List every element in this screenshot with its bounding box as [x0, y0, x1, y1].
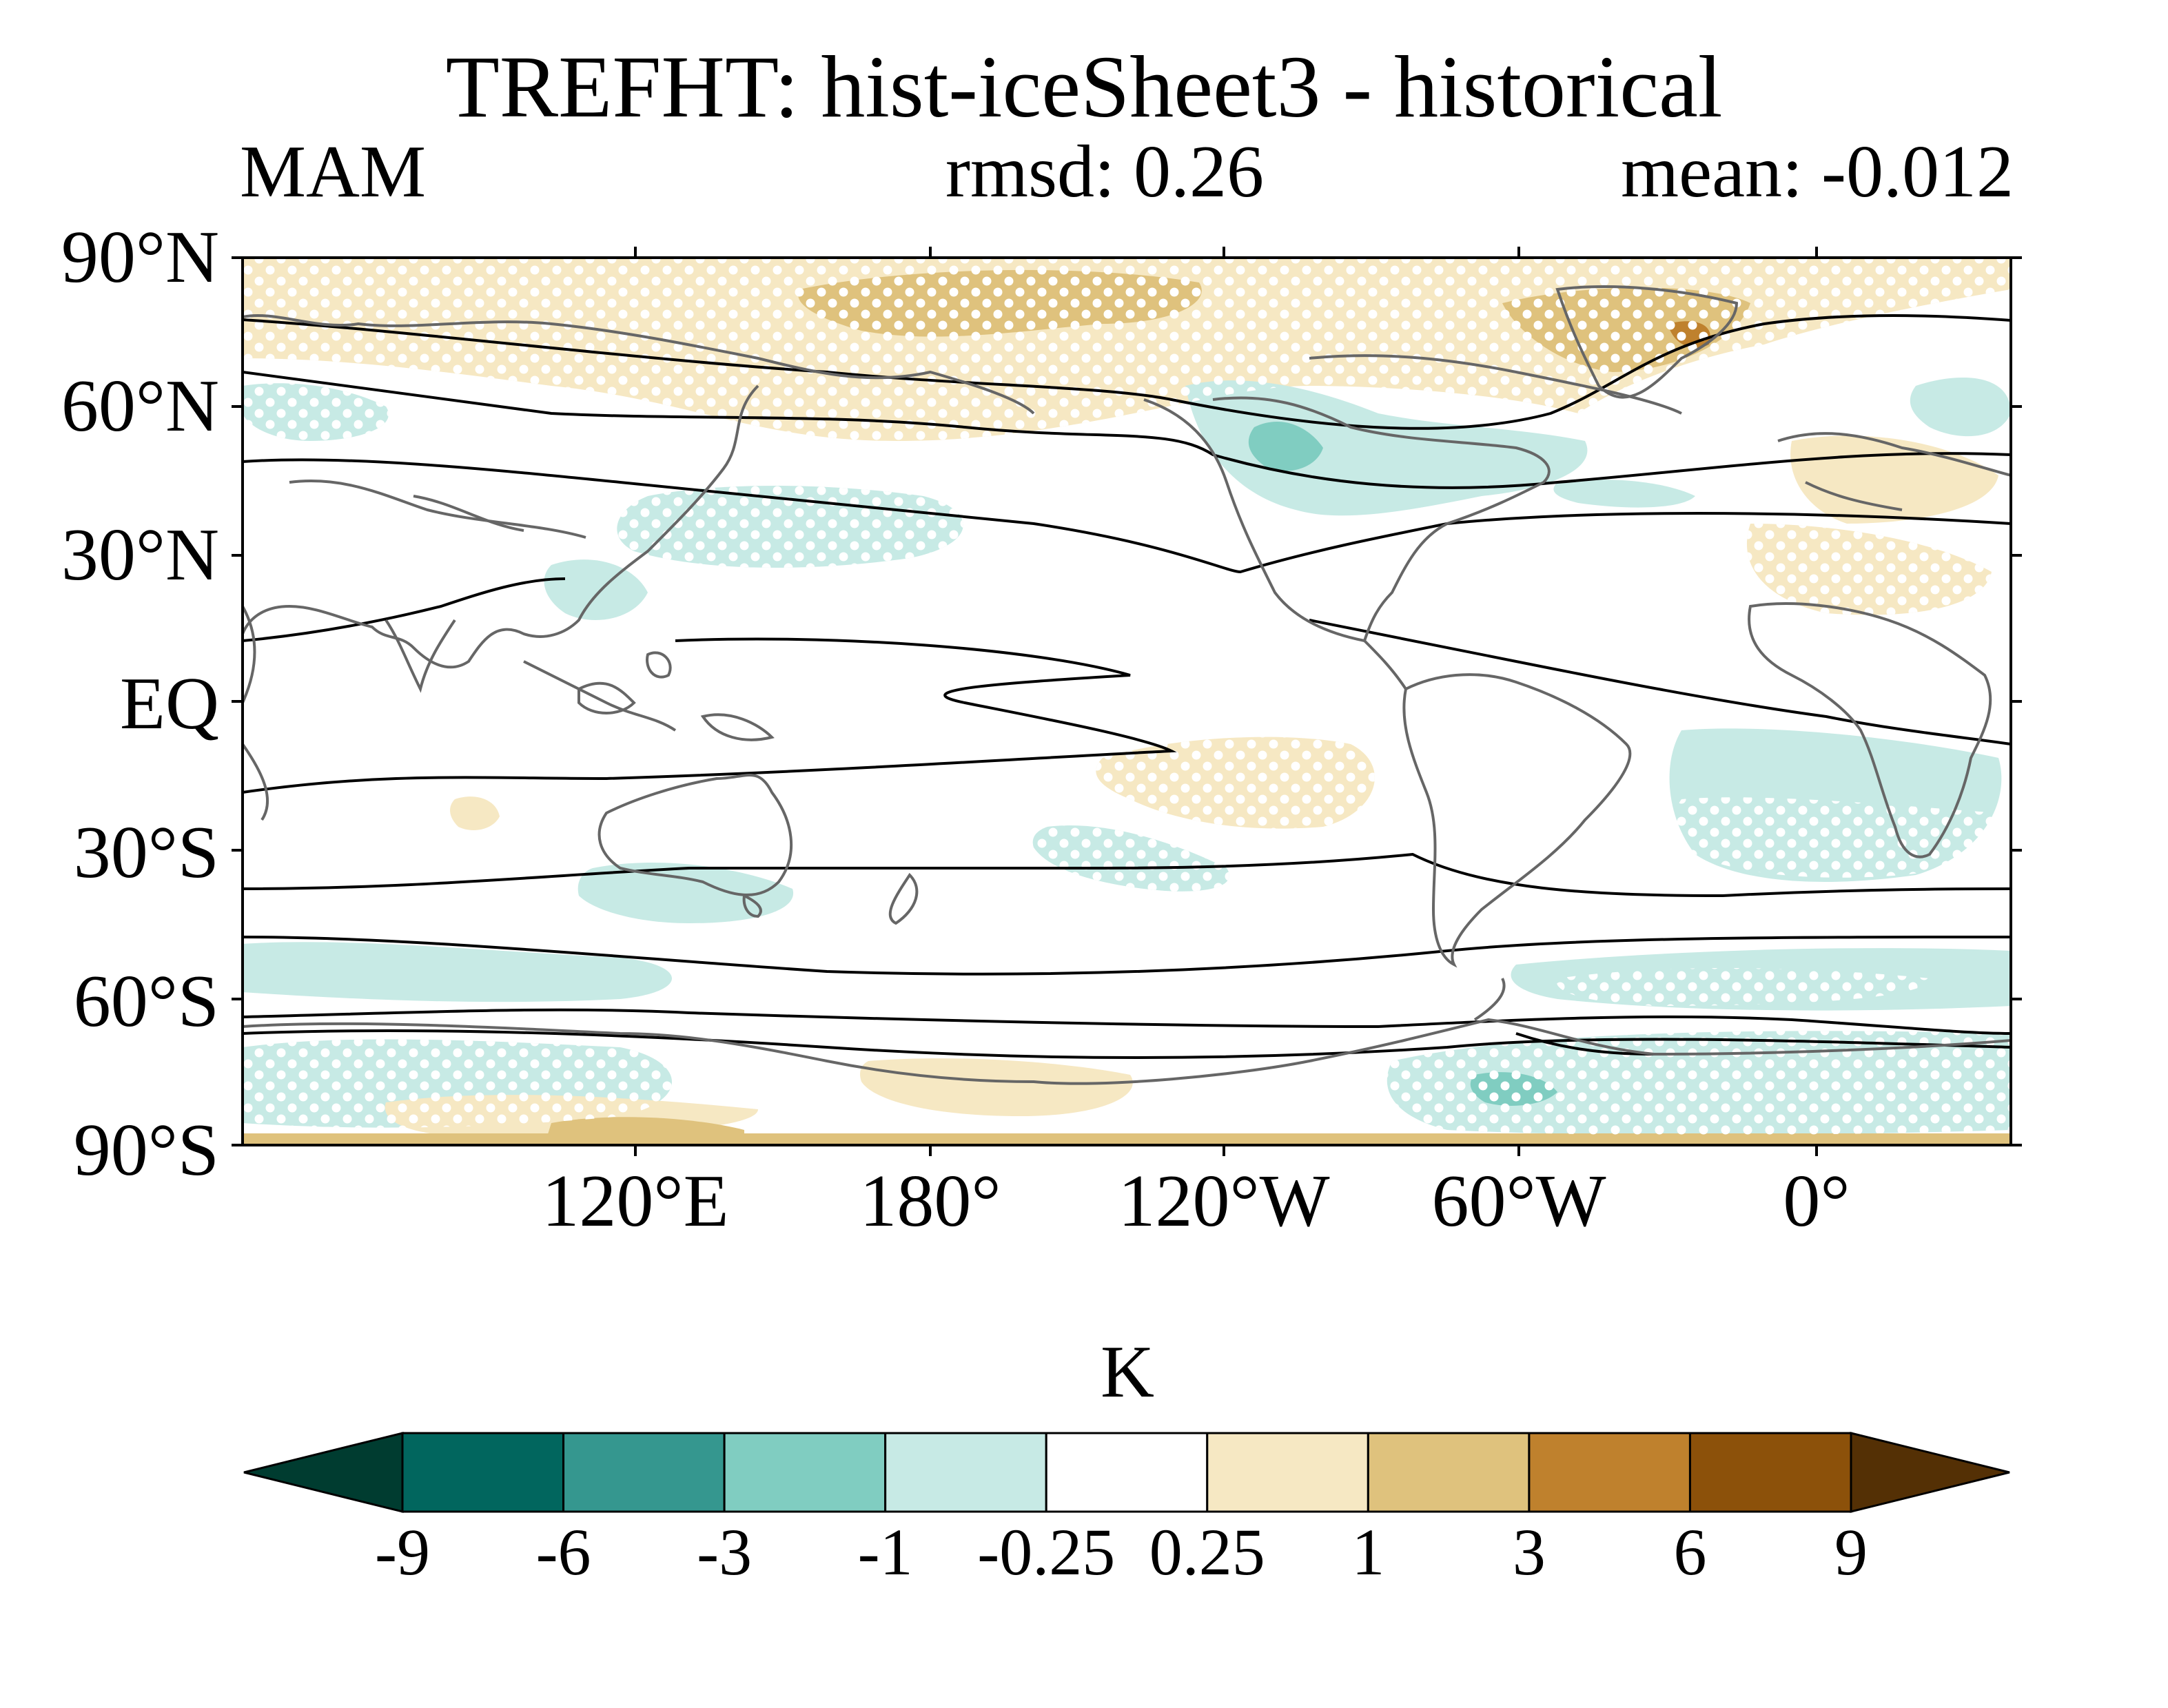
- significance-stippling: [243, 258, 2011, 1135]
- colorbar-level-label: -9: [375, 1515, 430, 1589]
- colorbar-box: [1206, 1432, 1369, 1513]
- lat-tick-90s: 90°S: [73, 1109, 219, 1191]
- colorbar-level-label: -1: [857, 1515, 913, 1589]
- lon-tick-60w: 60°W: [1431, 1160, 1606, 1242]
- colorbar-level-label: -0.25: [977, 1515, 1116, 1589]
- colorbar-extend-high: [1850, 1432, 2010, 1513]
- lat-tick-60s: 60°S: [73, 960, 219, 1042]
- lat-tick-90n: 90°N: [61, 216, 219, 298]
- lon-tick-0: 0°: [1783, 1160, 1850, 1242]
- australia-cool-region: [577, 862, 794, 923]
- nw-europe-cool-region: [1910, 378, 2011, 437]
- colorbar-level-label: 6: [1673, 1515, 1707, 1589]
- colorbar-extend-low: [243, 1432, 404, 1513]
- colorbar-level-label: 1: [1351, 1515, 1385, 1589]
- season-label: MAM: [240, 131, 427, 213]
- colorbar-box: [723, 1432, 887, 1513]
- colorbar-level-label: 9: [1834, 1515, 1868, 1589]
- southern-ocean-cool-band-west: [243, 942, 672, 1002]
- land-coastlines: [243, 285, 2011, 1085]
- antarctic-warm-edge-core: [544, 1117, 744, 1145]
- north-america-cool-core: [1248, 421, 1323, 471]
- colorbar-box: [1045, 1432, 1209, 1513]
- north-atlantic-cool-strip: [1553, 480, 1695, 508]
- colorbar-box: [884, 1432, 1047, 1513]
- colorbar-level-label: -3: [697, 1515, 753, 1589]
- colorbar-units: K: [1101, 1331, 1154, 1413]
- colorbar-box: [562, 1432, 726, 1513]
- lat-tick-30n: 30°N: [61, 514, 219, 596]
- antarctic-warm-pacific: [860, 1058, 1133, 1116]
- colorbar-level-label: 0.25: [1149, 1515, 1265, 1589]
- colorbar-level-label: 3: [1512, 1515, 1546, 1589]
- antarctic-warm-edge: [243, 1133, 2011, 1145]
- colorbar-level-label: -6: [535, 1515, 591, 1589]
- map-panel: [243, 258, 2011, 1145]
- colorbar-box: [1688, 1432, 1852, 1513]
- lat-tick-60n: 60°N: [61, 365, 219, 447]
- lon-tick-120w: 120°W: [1118, 1160, 1330, 1242]
- colorbar-box: [1367, 1432, 1531, 1513]
- axis-ticks: [232, 247, 2022, 1156]
- lon-tick-120e: 120°E: [542, 1160, 729, 1242]
- map-title: TREFHT: hist-iceSheet3 - historical: [445, 38, 1723, 136]
- indian-ocean-warm-spot: [450, 796, 500, 830]
- colorbar-box: [401, 1432, 565, 1513]
- east-asia-cool-region: [544, 559, 648, 620]
- lat-tick-eq: EQ: [120, 663, 219, 745]
- climatology-contours: [243, 314, 2011, 1059]
- lon-tick-180: 180°: [859, 1160, 1001, 1242]
- rmsd-label: rmsd: 0.26: [945, 131, 1265, 213]
- mean-label: mean: -0.012: [1621, 131, 2014, 213]
- north-america-cool-region: [1185, 380, 1588, 516]
- lat-tick-30s: 30°S: [73, 812, 219, 894]
- colorbar-box: [1528, 1432, 1691, 1513]
- colorbar: [243, 1432, 2010, 1513]
